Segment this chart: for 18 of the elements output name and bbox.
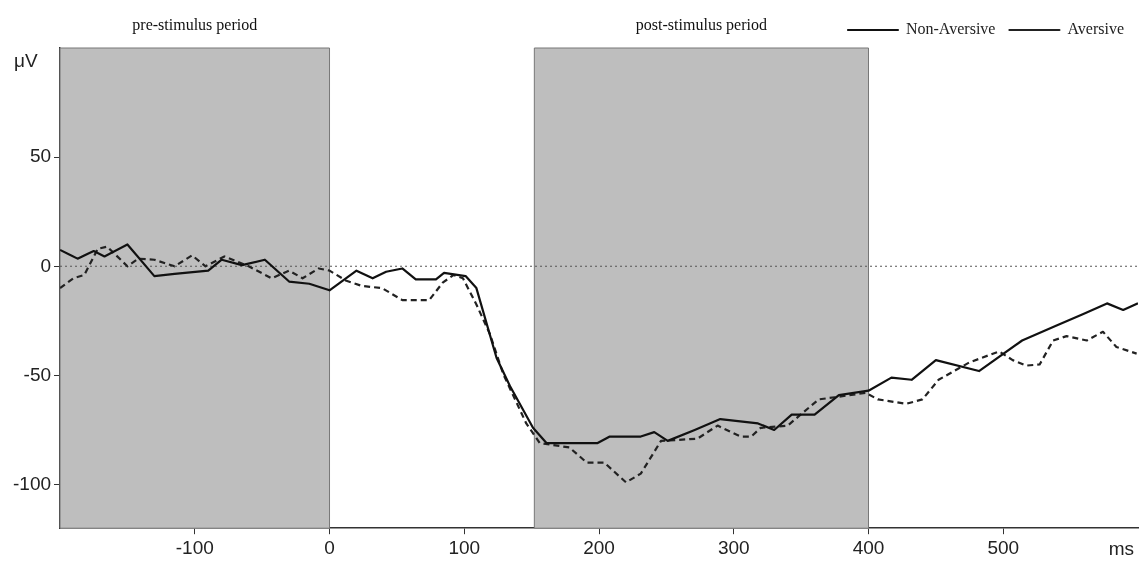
x-tick-label: 100 <box>448 536 481 558</box>
x-tick-label: 500 <box>987 536 1020 558</box>
band-label: post-stimulus period <box>635 16 767 35</box>
x-tick-label: 400 <box>852 536 885 558</box>
x-tick-label: 200 <box>583 536 615 558</box>
y-tick-label: 0 <box>40 254 52 276</box>
legend-label: Aversive <box>1067 20 1125 38</box>
y-tick-label: -50 <box>23 363 52 385</box>
x-tick-label: 300 <box>717 536 750 558</box>
y-tick-label: -100 <box>13 472 52 494</box>
y-axis-title: μV <box>14 49 38 71</box>
x-tick-label: -100 <box>175 536 214 558</box>
y-tick-label: 50 <box>29 145 52 167</box>
line-series <box>60 245 1138 484</box>
x-tick-label: 0 <box>324 536 335 558</box>
band-label: pre-stimulus period <box>132 16 258 35</box>
legend-label: Non-Aversive <box>905 20 996 38</box>
x-axis-title: ms <box>1108 537 1134 559</box>
